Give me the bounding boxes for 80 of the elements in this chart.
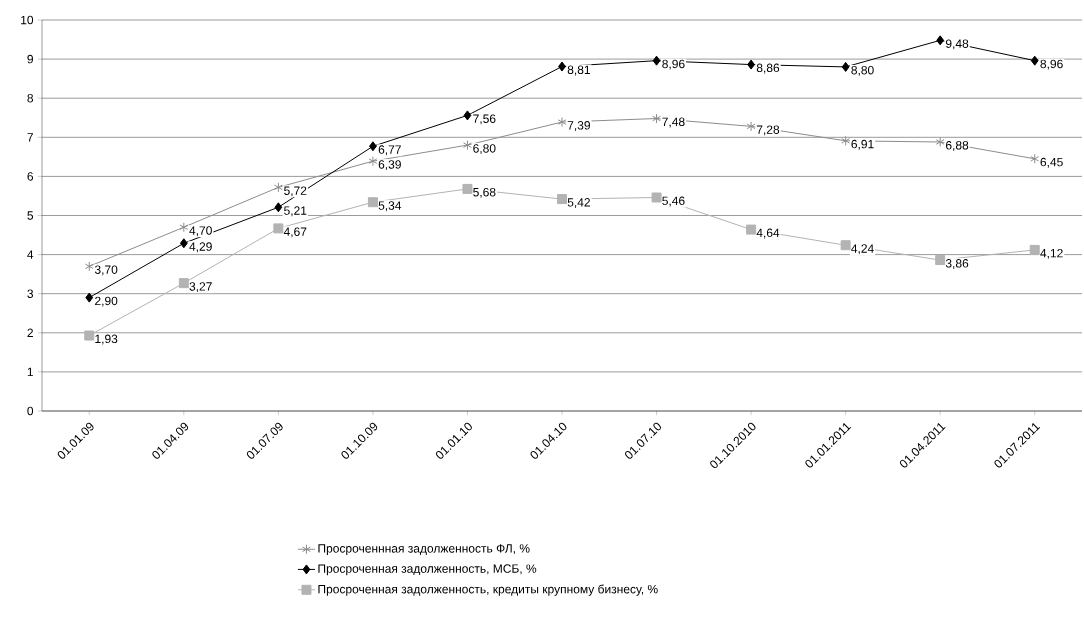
legend-label: Просроченная задолженность, МСБ, %: [318, 564, 537, 576]
point: [274, 202, 283, 213]
point: [179, 238, 188, 249]
point: [1030, 55, 1039, 66]
data-label: 5,72: [284, 186, 307, 197]
data-label: 8,81: [567, 65, 590, 76]
point: [747, 59, 755, 70]
point: [841, 61, 850, 72]
data-label: 5,68: [473, 187, 496, 198]
data-label: 4,64: [756, 228, 780, 239]
legend-label: Просроченнная задолженность ФЛ, %: [318, 544, 530, 556]
data-label: 5,42: [567, 198, 590, 209]
data-label: 9,48: [945, 39, 969, 50]
data-label: 8,86: [756, 63, 780, 74]
data-label: 6,91: [851, 139, 874, 150]
point: [652, 113, 661, 124]
y-tick-label: 9: [27, 54, 33, 64]
y-tick-label: 7: [27, 133, 33, 142]
point: [273, 182, 283, 193]
point: [85, 292, 94, 303]
point: [369, 141, 377, 152]
data-label: 8,80: [851, 65, 874, 76]
point: [841, 135, 851, 146]
point: [1030, 153, 1040, 164]
data-label: 4,67: [283, 227, 307, 238]
data-label: 6,39: [378, 160, 401, 171]
data-label: 7,28: [756, 125, 780, 136]
point: [936, 35, 945, 46]
legend-label: Просроченная задолженность, кредиты крупному бизнесу, %: [318, 584, 658, 596]
point: [463, 110, 472, 121]
data-label: 7,48: [662, 117, 685, 128]
data-label: 8,96: [1040, 59, 1063, 70]
data-label: 8,96: [662, 59, 685, 70]
point: [368, 156, 378, 167]
data-label: 3,70: [94, 265, 118, 276]
data-label: 3,27: [189, 282, 212, 293]
data-label: 6,45: [1040, 157, 1063, 168]
point: [1029, 244, 1040, 255]
data-label: 2,90: [95, 296, 118, 307]
point: [746, 224, 757, 235]
y-tick-label: 6: [27, 172, 34, 181]
point: [273, 223, 284, 234]
point: [558, 61, 566, 72]
data-label: 4,24: [851, 244, 874, 255]
point: [557, 194, 567, 205]
data-label: 4,29: [189, 242, 212, 253]
point: [557, 117, 567, 128]
point: [935, 136, 945, 147]
point: [651, 192, 662, 203]
data-label: 4,12: [1040, 248, 1063, 259]
point: [179, 222, 189, 233]
y-tick-label: 5: [27, 211, 34, 220]
data-label: 7,39: [567, 121, 590, 131]
y-tick-label: 2: [27, 328, 33, 337]
point: [84, 261, 94, 272]
point: [746, 121, 756, 132]
y-tick-label: 8: [27, 93, 34, 103]
point: [84, 330, 95, 341]
data-label: 3,86: [945, 259, 969, 270]
data-label: 6,88: [945, 141, 969, 151]
data-label: 6,80: [473, 144, 496, 155]
y-tick-label: 1: [27, 367, 33, 377]
point: [840, 240, 851, 251]
y-tick-label: 0: [27, 406, 34, 416]
data-label: 6,77: [378, 145, 401, 156]
y-tick-label: 3: [27, 289, 34, 298]
point: [463, 140, 472, 151]
data-label: 7,56: [473, 114, 496, 125]
point: [652, 55, 661, 66]
data-label: 5,34: [378, 201, 402, 212]
data-label: 5,46: [662, 196, 685, 207]
point: [935, 255, 946, 266]
point: [178, 278, 189, 289]
point: [462, 183, 473, 194]
data-label: 1,93: [95, 334, 118, 345]
y-tick-label: 10: [21, 15, 34, 25]
data-label: 5,21: [284, 206, 307, 217]
data-label: 4,70: [189, 226, 212, 237]
point: [367, 197, 378, 208]
y-tick-label: 4: [27, 250, 34, 259]
